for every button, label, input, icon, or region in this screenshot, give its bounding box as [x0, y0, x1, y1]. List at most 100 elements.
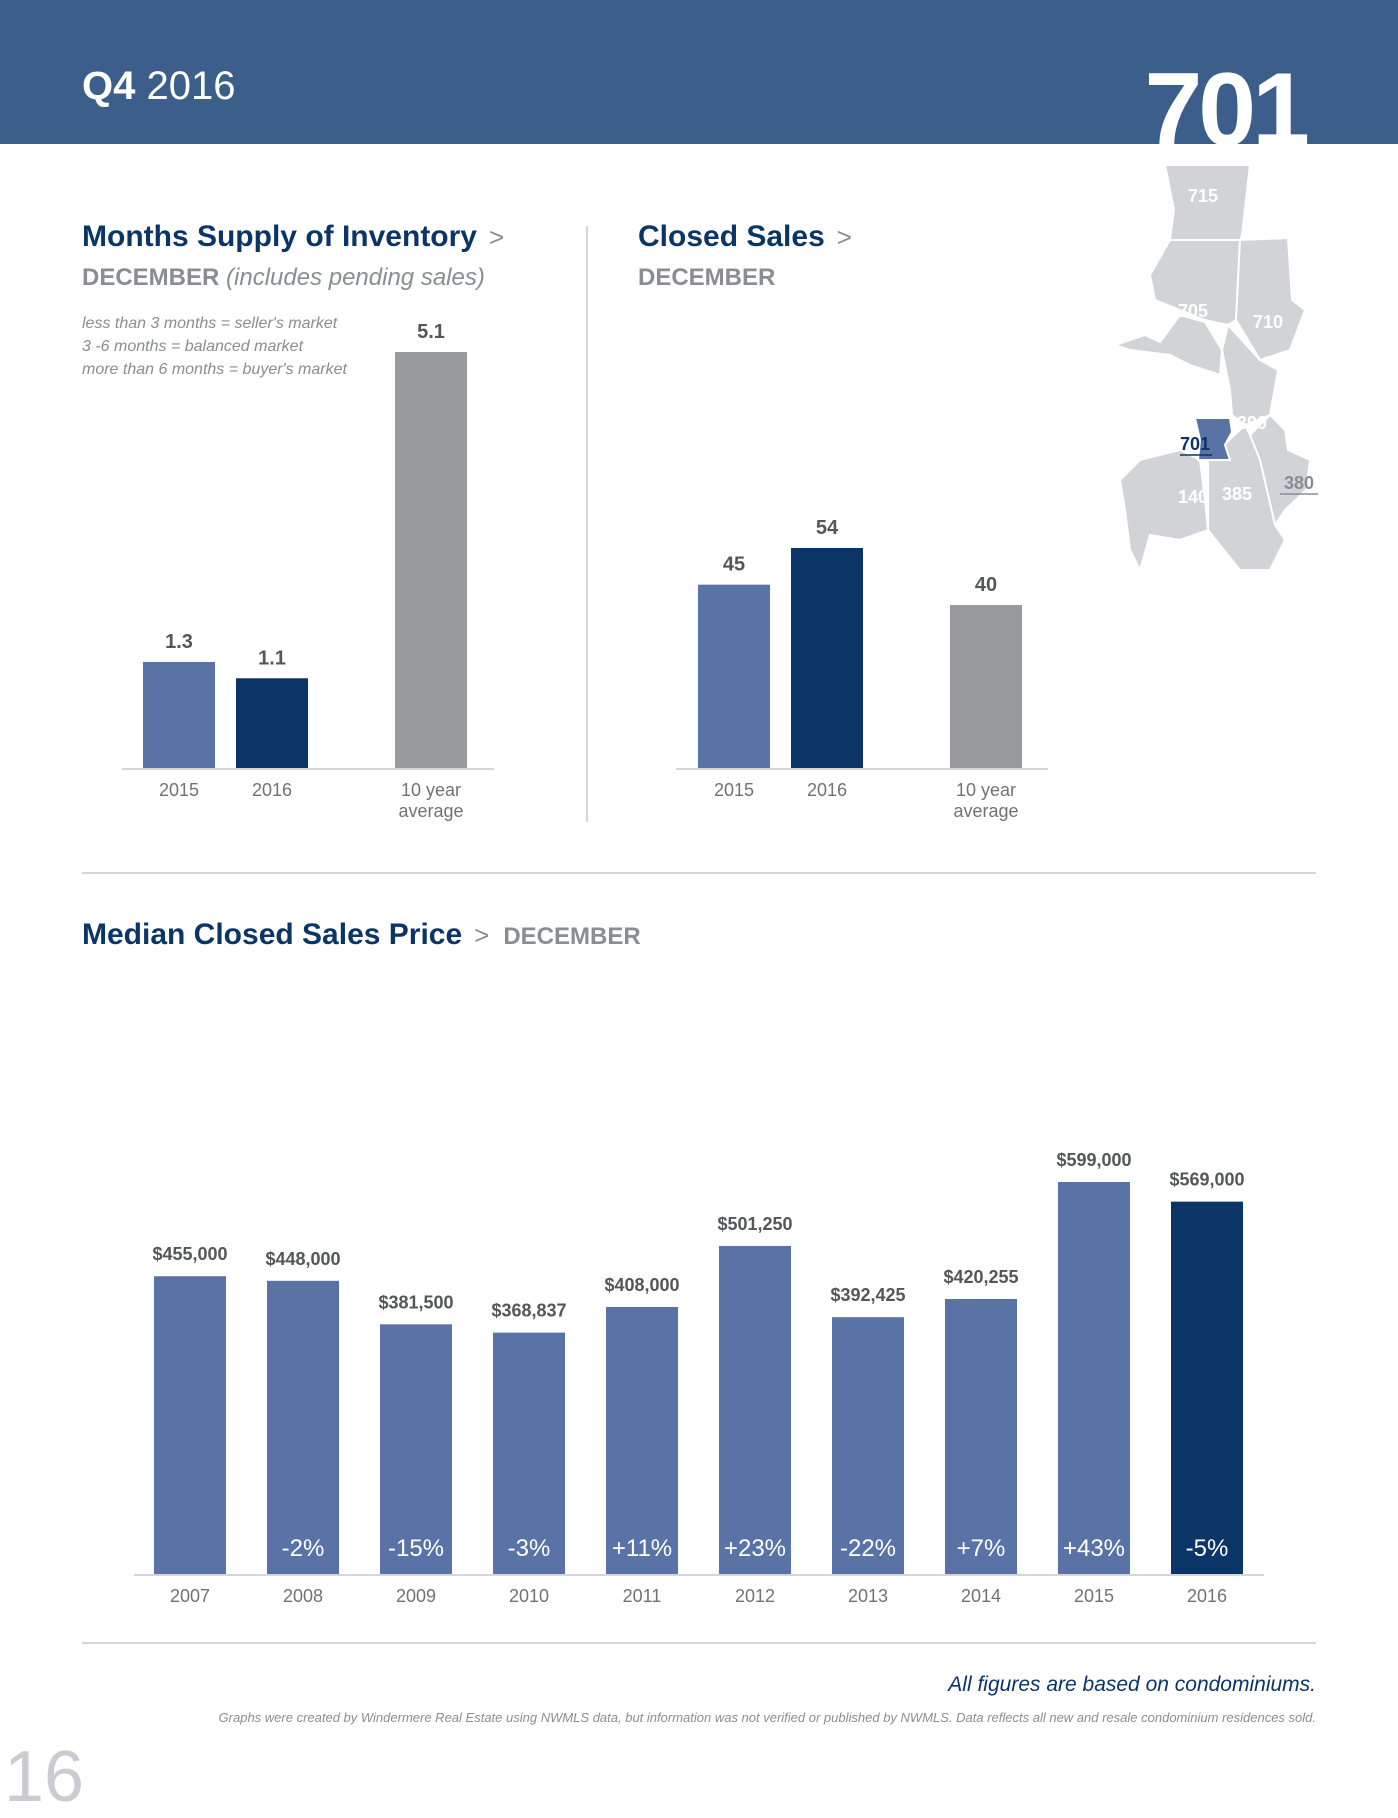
- median-change-label-2008: -2%: [282, 1535, 325, 1562]
- median-value-label-2012: $501,250: [717, 1214, 792, 1234]
- closed-value-label-1: 54: [816, 517, 839, 539]
- map-label-385: 385: [1222, 484, 1252, 504]
- median-bar-2016: [1171, 1201, 1243, 1574]
- year-label: 2016: [146, 64, 236, 108]
- supply-value-label-0: 1.3: [165, 631, 193, 653]
- median-tick-2015: 2015: [1074, 1586, 1114, 1606]
- supply-tick-1: 2016: [252, 780, 292, 800]
- map-label-390: 390: [1237, 413, 1267, 433]
- closed-tick-0: 2015: [714, 780, 754, 800]
- median-change-label-2014: +7%: [957, 1535, 1006, 1562]
- closed-title: Closed Sales >: [638, 220, 852, 254]
- median-change-label-2009: -15%: [388, 1535, 444, 1562]
- closed-bar-2: [950, 605, 1022, 768]
- footer-note: All figures are based on condominiums.: [948, 1673, 1316, 1696]
- median-bar-2013: [832, 1317, 904, 1574]
- supply-chevron: >: [489, 222, 505, 252]
- median-change-label-2010: -3%: [508, 1535, 551, 1562]
- supply-bar-0: [143, 661, 215, 768]
- median-tick-2011: 2011: [623, 1586, 662, 1606]
- supply-bar-2: [395, 352, 467, 768]
- closed-tick-1: 2016: [807, 780, 847, 800]
- map-region-385: [1207, 423, 1287, 571]
- median-tick-2007: 2007: [170, 1586, 210, 1606]
- median-change-label-2012: +23%: [724, 1535, 786, 1562]
- closed-subtitle: DECEMBER: [638, 264, 776, 291]
- median-chevron: >: [474, 920, 490, 950]
- median-bar-2012: [719, 1245, 791, 1574]
- page-number: 16: [4, 1737, 85, 1817]
- map-region-710: [1234, 236, 1307, 362]
- median-bar-2015: [1058, 1182, 1130, 1574]
- supply-subtitle-text: DECEMBER: [82, 264, 220, 291]
- median-change-label-2015: +43%: [1063, 1535, 1125, 1562]
- map-label-715: 715: [1188, 186, 1218, 206]
- median-title: Median Closed Sales Price > DECEMBER: [82, 918, 641, 952]
- median-value-label-2010: $368,837: [491, 1301, 566, 1321]
- market-legend: less than 3 months = seller's market 3 -…: [82, 312, 347, 381]
- median-bar-2009: [380, 1324, 452, 1574]
- supply-title: Months Supply of Inventory >: [82, 220, 504, 254]
- median-change-label-2011: +11%: [612, 1535, 672, 1562]
- map-region-140: [1118, 448, 1210, 573]
- map-region-701: [1193, 417, 1234, 461]
- median-title-text: Median Closed Sales Price: [82, 918, 463, 951]
- median-value-label-2013: $392,425: [830, 1285, 905, 1305]
- closed-tick-2-line2: average: [953, 801, 1018, 821]
- supply-tick-2-line1: 10 year: [401, 780, 461, 800]
- map-label-701: 701: [1180, 434, 1210, 454]
- closed-chevron: >: [836, 222, 852, 252]
- footer-rule: [82, 1642, 1316, 1644]
- median-tick-2012: 2012: [735, 1586, 775, 1606]
- closed-value-label-2: 40: [975, 574, 997, 596]
- median-bar-2010: [493, 1332, 565, 1574]
- median-tick-2009: 2009: [396, 1586, 436, 1606]
- map-label-700: 700: [1148, 364, 1178, 384]
- legend-buyers: more than 6 months = buyer's market: [82, 361, 347, 378]
- supply-value-label-2: 5.1: [417, 321, 445, 343]
- closed-bar-0: [698, 584, 770, 768]
- supply-value-label-1: 1.1: [258, 647, 286, 669]
- footer-disclaimer: Graphs were created by Windermere Real E…: [218, 1710, 1316, 1725]
- map-label-140: 140: [1178, 487, 1208, 507]
- map-label-705: 705: [1178, 301, 1208, 321]
- median-change-label-2016: -5%: [1186, 1535, 1229, 1562]
- section-divider: [586, 226, 588, 822]
- area-map: 715 705 710 700 390 140 385 701 380: [1111, 164, 1318, 573]
- supply-subtitle-note: (includes pending sales): [226, 264, 485, 291]
- legend-balanced: 3 -6 months = balanced market: [82, 338, 304, 355]
- median-tick-2016: 2016: [1187, 1586, 1227, 1606]
- closed-tick-2-line1: 10 year: [956, 780, 1016, 800]
- section-rule: [82, 872, 1316, 874]
- median-bar-2014: [945, 1298, 1017, 1574]
- supply-title-text: Months Supply of Inventory: [82, 220, 477, 253]
- median-value-label-2008: $448,000: [265, 1249, 340, 1269]
- legend-sellers: less than 3 months = seller's market: [82, 315, 338, 332]
- supply-bar-1: [236, 678, 308, 768]
- median-value-label-2015: $599,000: [1056, 1150, 1131, 1170]
- median-bar-2008: [267, 1280, 339, 1574]
- map-label-380: 380: [1284, 473, 1314, 493]
- page-header: Q4 2016 701: [0, 0, 1398, 168]
- median-subtitle: DECEMBER: [503, 923, 641, 950]
- median-bar-2011: [606, 1306, 678, 1574]
- supply-tick-0: 2015: [159, 780, 199, 800]
- closed-title-text: Closed Sales: [638, 220, 825, 253]
- median-value-label-2007: $455,000: [152, 1244, 227, 1264]
- median-tick-2010: 2010: [509, 1586, 549, 1606]
- median-value-label-2009: $381,500: [378, 1292, 453, 1312]
- supply-tick-2-line2: average: [398, 801, 463, 821]
- median-value-label-2011: $408,000: [604, 1275, 679, 1295]
- median-change-label-2013: -22%: [840, 1535, 896, 1562]
- median-value-label-2014: $420,255: [943, 1267, 1018, 1287]
- report-period: Q4 2016: [82, 64, 235, 109]
- supply-subtitle: DECEMBER (includes pending sales): [82, 264, 485, 292]
- quarter-label: Q4: [82, 64, 136, 108]
- median-tick-2008: 2008: [283, 1586, 323, 1606]
- median-tick-2013: 2013: [848, 1586, 888, 1606]
- area-number: 701: [1144, 52, 1310, 168]
- map-label-710: 710: [1253, 312, 1283, 332]
- closed-bar-1: [791, 548, 863, 768]
- median-value-label-2016: $569,000: [1169, 1170, 1244, 1190]
